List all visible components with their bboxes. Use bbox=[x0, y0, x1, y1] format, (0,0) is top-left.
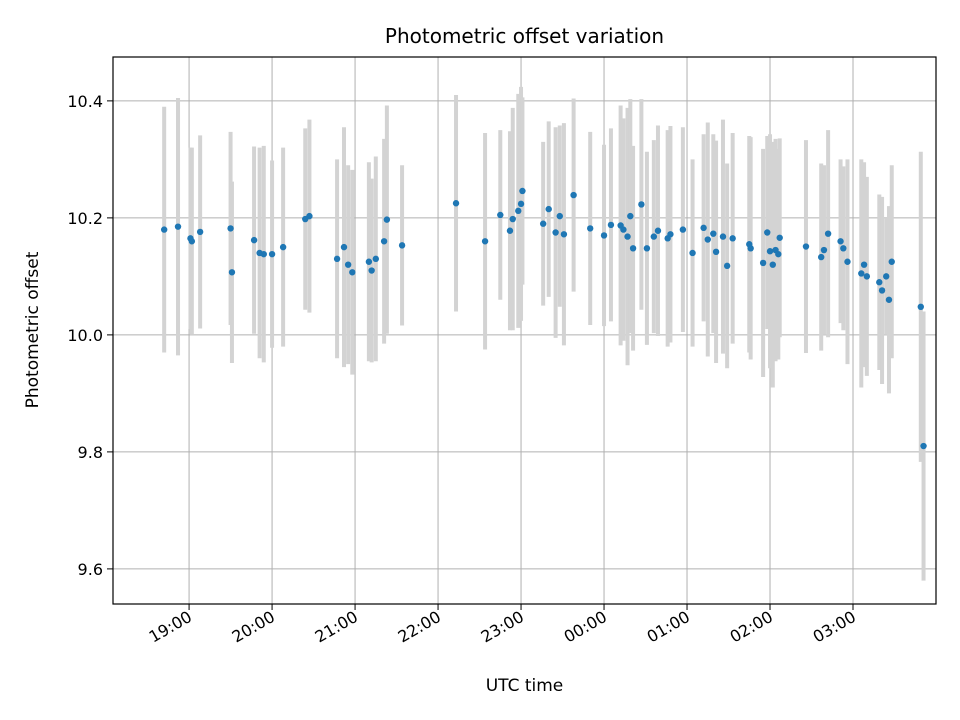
data-point bbox=[160, 226, 168, 233]
data-point bbox=[776, 234, 783, 241]
data-point bbox=[497, 211, 504, 219]
data-point bbox=[840, 245, 847, 252]
data-point bbox=[802, 243, 810, 250]
data-point bbox=[545, 205, 552, 213]
data-point bbox=[638, 201, 645, 208]
data-point bbox=[517, 200, 525, 208]
data-point bbox=[174, 223, 182, 230]
y-tick-label: 10.4 bbox=[67, 92, 103, 111]
data-point bbox=[769, 261, 776, 268]
data-point bbox=[600, 232, 608, 239]
data-point bbox=[380, 238, 388, 245]
data-point bbox=[643, 245, 651, 252]
data-point bbox=[539, 220, 547, 227]
data-point bbox=[227, 225, 234, 232]
data-point bbox=[624, 233, 631, 240]
data-point bbox=[306, 212, 313, 220]
data-point bbox=[885, 296, 893, 303]
data-point bbox=[729, 235, 736, 242]
y-axis-title: Photometric offset bbox=[23, 251, 43, 408]
data-point bbox=[888, 258, 895, 265]
data-point bbox=[775, 250, 782, 258]
data-point bbox=[333, 255, 341, 263]
y-tick-label: 9.8 bbox=[78, 443, 103, 462]
data-point bbox=[844, 258, 851, 265]
data-point bbox=[340, 243, 348, 251]
data-point bbox=[620, 226, 627, 233]
x-axis-title: UTC time bbox=[486, 676, 564, 696]
data-point bbox=[759, 259, 767, 267]
data-point bbox=[515, 207, 522, 215]
data-point bbox=[398, 242, 406, 249]
y-tick-label: 9.6 bbox=[78, 560, 103, 579]
data-point bbox=[723, 262, 731, 270]
data-point bbox=[607, 221, 615, 229]
data-point bbox=[344, 261, 352, 268]
data-point bbox=[747, 245, 754, 252]
data-point bbox=[920, 442, 927, 450]
data-point bbox=[228, 269, 236, 276]
data-point bbox=[766, 248, 774, 255]
data-point bbox=[820, 246, 828, 254]
y-tick-label: 10.2 bbox=[67, 209, 103, 228]
data-point bbox=[509, 215, 516, 223]
data-point bbox=[860, 261, 868, 268]
data-point bbox=[279, 243, 287, 251]
data-point bbox=[824, 230, 832, 237]
data-point bbox=[876, 279, 883, 286]
data-point bbox=[368, 267, 375, 274]
data-point bbox=[704, 236, 711, 243]
y-tick-label: 10.0 bbox=[67, 326, 103, 345]
data-point bbox=[552, 229, 559, 236]
chart-title: Photometric offset variation bbox=[385, 24, 664, 48]
data-point bbox=[764, 229, 771, 236]
data-point bbox=[878, 287, 886, 294]
data-point bbox=[689, 249, 696, 257]
data-point bbox=[719, 233, 727, 240]
data-point bbox=[365, 258, 373, 265]
data-point bbox=[654, 227, 662, 234]
data-point bbox=[883, 273, 890, 280]
data-point bbox=[560, 231, 568, 238]
data-point bbox=[837, 238, 844, 245]
data-point bbox=[383, 216, 391, 223]
data-point bbox=[481, 238, 489, 245]
data-point bbox=[260, 250, 267, 258]
data-point bbox=[710, 230, 717, 237]
data-point bbox=[679, 226, 687, 233]
data-point bbox=[196, 228, 204, 236]
data-point bbox=[627, 212, 634, 220]
data-point bbox=[452, 200, 460, 207]
data-point bbox=[712, 248, 720, 256]
data-point bbox=[667, 231, 674, 238]
data-point bbox=[556, 212, 563, 220]
data-point bbox=[268, 250, 276, 258]
data-point bbox=[570, 191, 577, 199]
data-point bbox=[506, 227, 514, 234]
data-point bbox=[650, 233, 658, 240]
data-point bbox=[250, 236, 258, 244]
data-point bbox=[372, 255, 380, 263]
data-point bbox=[817, 253, 825, 261]
plot-frame bbox=[112, 56, 937, 605]
data-point bbox=[700, 224, 707, 232]
data-point bbox=[863, 273, 871, 280]
data-point bbox=[629, 245, 637, 252]
data-point bbox=[917, 303, 924, 311]
data-point bbox=[519, 187, 526, 195]
data-point bbox=[188, 238, 196, 245]
data-point bbox=[858, 270, 865, 277]
data-points bbox=[160, 187, 927, 450]
y-axis-ticks: 9.6 9.8 10.0 10.2 10.4 bbox=[67, 92, 113, 579]
data-point bbox=[349, 269, 356, 276]
data-point bbox=[587, 225, 594, 232]
